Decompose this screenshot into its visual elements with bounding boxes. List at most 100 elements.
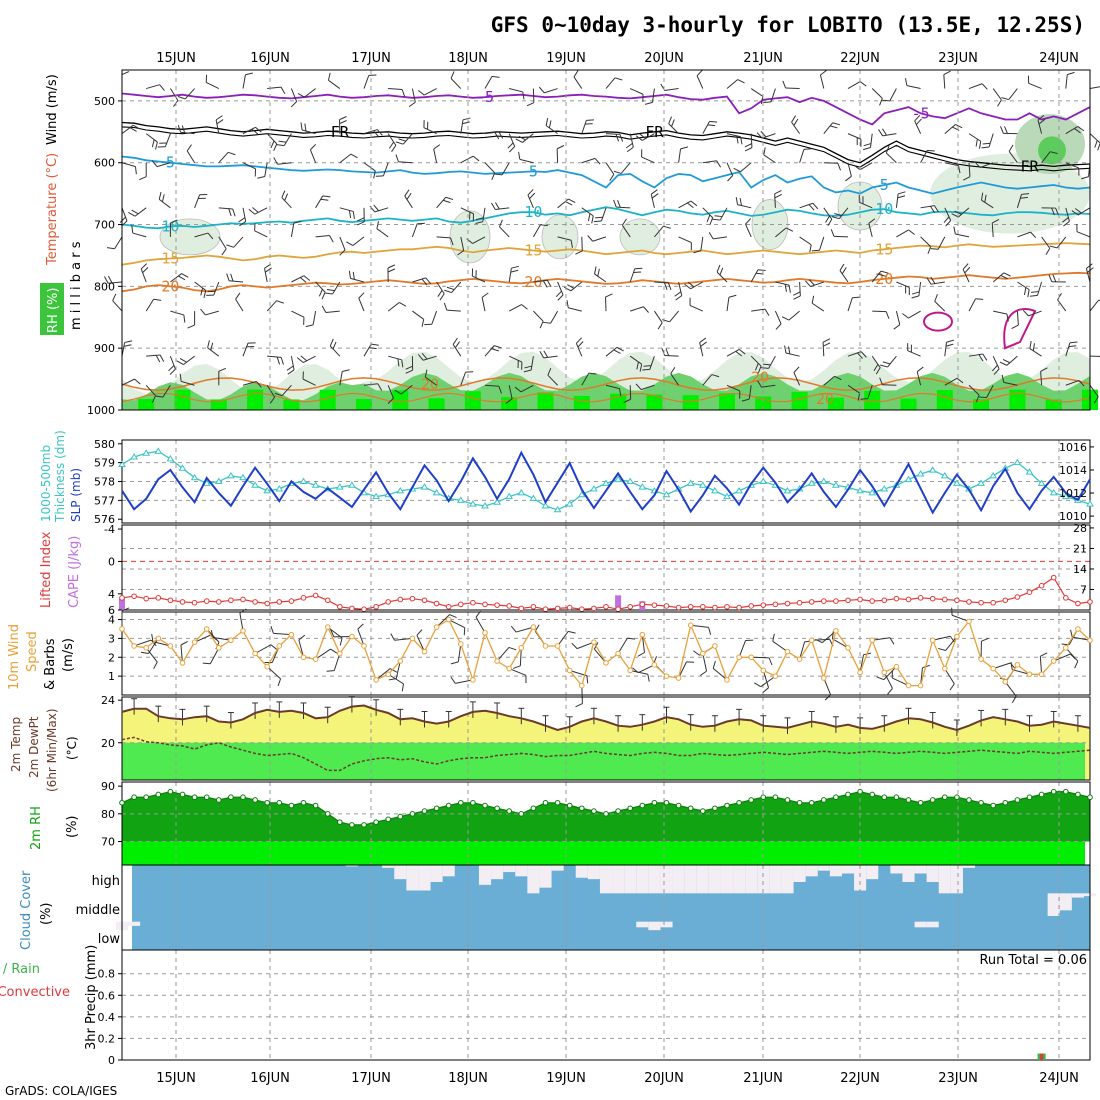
wind-barb bbox=[1074, 128, 1081, 134]
cloud-clear-bar bbox=[672, 865, 685, 894]
wind-barb bbox=[472, 236, 486, 244]
cloud-clear-bar bbox=[394, 865, 407, 880]
rh-marker bbox=[627, 805, 634, 812]
wind-speed-marker bbox=[445, 616, 452, 623]
thickness-marker bbox=[154, 447, 163, 454]
wind-barb bbox=[363, 129, 378, 135]
surface-wind-barb bbox=[509, 668, 527, 676]
wind-barb bbox=[446, 286, 455, 291]
wind-barb bbox=[838, 207, 849, 220]
wind-barb bbox=[663, 282, 668, 290]
wind-barb bbox=[178, 275, 186, 281]
wind-barb bbox=[587, 213, 591, 222]
wind-barb bbox=[387, 268, 396, 273]
rh-marker bbox=[893, 794, 900, 801]
wind-barb bbox=[352, 271, 355, 280]
wind-barb bbox=[519, 158, 534, 164]
rh-marker bbox=[530, 805, 537, 812]
wind-barb bbox=[277, 162, 292, 165]
wind-barb bbox=[177, 125, 182, 133]
wind-barb bbox=[916, 118, 922, 125]
wind-barb bbox=[540, 224, 549, 227]
surface-wind-barb bbox=[330, 629, 335, 638]
wind-barb bbox=[616, 206, 631, 209]
lifted-index-marker bbox=[191, 599, 198, 606]
wind-barb bbox=[927, 246, 932, 254]
wind-barb bbox=[412, 277, 426, 283]
wind-barb bbox=[650, 194, 655, 208]
wind-barb bbox=[128, 212, 136, 217]
wind-barb bbox=[523, 369, 532, 373]
wind-barb bbox=[587, 235, 594, 242]
lifted-index-marker bbox=[300, 595, 307, 601]
wind-barb bbox=[265, 267, 272, 273]
wind-barb bbox=[1008, 144, 1014, 152]
thickness-marker bbox=[251, 481, 259, 488]
wind-barb bbox=[140, 263, 147, 270]
lifted-index-marker bbox=[203, 598, 210, 604]
wind-barb bbox=[878, 129, 883, 137]
wind-barb bbox=[761, 384, 776, 388]
freezing-level-line bbox=[121, 121, 1091, 168]
wind-barb bbox=[946, 339, 954, 343]
rh-marker bbox=[1050, 788, 1057, 795]
surface-wind-barb bbox=[510, 625, 517, 633]
lifted-index-marker bbox=[893, 595, 900, 602]
wind-barb bbox=[895, 310, 901, 325]
wind-barb bbox=[508, 355, 523, 363]
cloud-clear-bar bbox=[612, 865, 625, 894]
pressure-tick-label: 1000 bbox=[87, 404, 115, 417]
wind-barb bbox=[548, 120, 552, 129]
wind-barb bbox=[991, 364, 998, 372]
wind-barb bbox=[1011, 324, 1019, 329]
wind-barb bbox=[831, 216, 840, 220]
wind-barb bbox=[575, 337, 582, 344]
freezing-level-line bbox=[121, 126, 1091, 172]
wind-barb bbox=[218, 207, 233, 210]
wind-barb bbox=[1001, 374, 1005, 383]
wind-barb bbox=[1003, 272, 1011, 277]
surface-wind-barb bbox=[1040, 652, 1048, 657]
wind-barb bbox=[678, 148, 682, 163]
rh-marker bbox=[409, 811, 416, 817]
wind-barb bbox=[568, 198, 576, 204]
wind-barb bbox=[920, 205, 935, 209]
wind-tick-label: 2 bbox=[108, 651, 115, 664]
wind-barb bbox=[510, 269, 519, 273]
surface-wind-barb bbox=[981, 637, 989, 642]
rh-marker bbox=[542, 799, 549, 806]
wind-barb bbox=[981, 146, 990, 149]
wind-barb bbox=[304, 88, 316, 98]
wind-barb bbox=[251, 128, 259, 135]
rh-marker bbox=[591, 808, 597, 814]
surface-wind-barb bbox=[568, 630, 576, 634]
thickness-marker bbox=[299, 477, 308, 484]
lifted-tick-label: 0 bbox=[108, 555, 115, 568]
surface-wind-barb bbox=[152, 641, 171, 647]
rh-tick-label: 70 bbox=[101, 835, 115, 848]
wind-barb bbox=[482, 207, 486, 222]
wind-barb bbox=[238, 217, 246, 223]
wind-barb bbox=[882, 361, 891, 365]
rh-tick-label: 90 bbox=[101, 780, 115, 793]
wind-barb bbox=[982, 142, 991, 145]
wind-barb bbox=[737, 79, 745, 84]
isotherm-label: 15 bbox=[161, 250, 179, 268]
surface-wind-barb bbox=[1053, 653, 1071, 662]
wind-barb bbox=[993, 368, 1000, 375]
surface-wind-barb bbox=[450, 661, 459, 665]
surface-wind-barb bbox=[209, 647, 220, 664]
cloud-clear-bar bbox=[442, 865, 455, 877]
cloud-clear-bar bbox=[793, 865, 806, 882]
wind-barb bbox=[318, 289, 323, 297]
thickness-marker bbox=[928, 466, 937, 473]
lifted-tick-label: 4 bbox=[108, 588, 115, 601]
wind-barb bbox=[837, 163, 842, 171]
wind-barb bbox=[1006, 355, 1018, 366]
rh-marker bbox=[615, 808, 621, 814]
wind-barb bbox=[920, 150, 928, 163]
wind-barb bbox=[586, 119, 594, 121]
rh-band-bright bbox=[573, 396, 590, 410]
wind-barb bbox=[363, 343, 372, 357]
wind-barb bbox=[108, 281, 123, 284]
